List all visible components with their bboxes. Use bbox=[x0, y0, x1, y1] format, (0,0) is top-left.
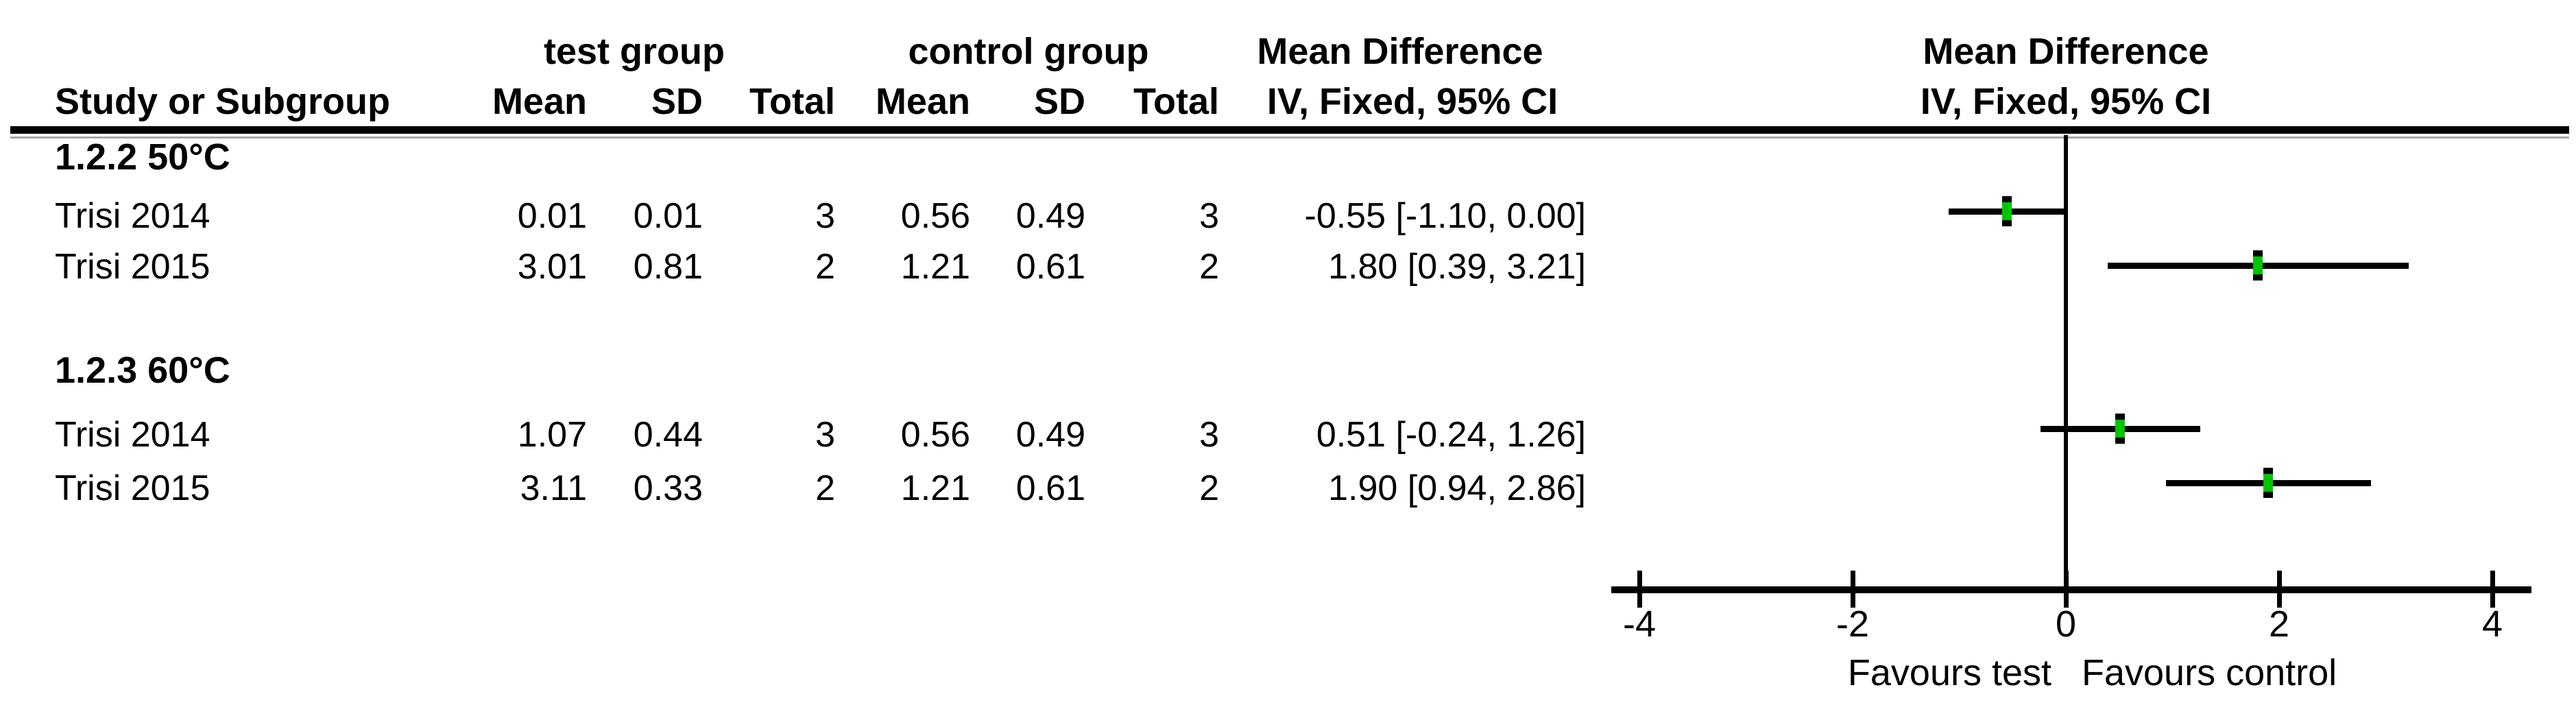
cell-c_total: 2 bbox=[1199, 247, 1219, 287]
axis-tick-label: 0 bbox=[2055, 604, 2077, 645]
x-axis-line bbox=[1611, 586, 2531, 593]
cell-t_sd: 0.01 bbox=[633, 196, 703, 236]
axis-tick bbox=[1637, 571, 1642, 608]
subgroup-heading: 1.2.2 50°C bbox=[55, 136, 230, 178]
mean-difference-marker bbox=[2115, 414, 2125, 444]
col-header-test-sd: SD bbox=[651, 81, 703, 122]
cell-t_mean: 1.07 bbox=[517, 415, 587, 455]
plot-title: Mean Difference bbox=[1923, 31, 2209, 72]
cell-t_total: 3 bbox=[815, 196, 835, 236]
cell-t_mean: 3.01 bbox=[517, 247, 587, 287]
mean-difference-marker bbox=[2263, 468, 2273, 498]
study-column-header: Study or Subgroup bbox=[55, 81, 390, 122]
col-header-test-mean: Mean bbox=[492, 81, 587, 122]
control-group-header: control group bbox=[908, 31, 1149, 72]
mean-difference-marker bbox=[2253, 250, 2263, 281]
mean-difference-marker bbox=[2002, 196, 2012, 226]
cell-c_total: 2 bbox=[1199, 468, 1219, 508]
cell-ci: -0.55 [-1.10, 0.00] bbox=[1304, 196, 1587, 236]
cell-t_sd: 0.81 bbox=[633, 247, 703, 287]
cell-c_total: 3 bbox=[1199, 415, 1219, 455]
axis-tick bbox=[2064, 571, 2069, 608]
col-header-test-total: Total bbox=[749, 81, 835, 122]
study-label: Trisi 2015 bbox=[55, 468, 210, 508]
cell-t_mean: 3.11 bbox=[520, 468, 587, 508]
cell-ci: 0.51 [-0.24, 1.26] bbox=[1316, 415, 1586, 455]
axis-tick-label: 4 bbox=[2481, 604, 2503, 645]
cell-t_mean: 0.01 bbox=[517, 196, 587, 236]
zero-reference-line bbox=[2064, 135, 2068, 587]
cell-c_mean: 1.21 bbox=[900, 468, 970, 508]
cell-t_sd: 0.44 bbox=[633, 415, 703, 455]
cell-c_sd: 0.61 bbox=[1015, 468, 1085, 508]
col-header-control-sd: SD bbox=[1033, 81, 1085, 122]
effect-column-title: Mean Difference bbox=[1257, 31, 1543, 72]
col-header-control-total: Total bbox=[1133, 81, 1219, 122]
plot-subtitle: IV, Fixed, 95% CI bbox=[1920, 81, 2212, 122]
cell-c_mean: 1.21 bbox=[900, 247, 970, 287]
axis-tick bbox=[1851, 571, 1855, 608]
study-label: Trisi 2014 bbox=[55, 415, 210, 455]
axis-tick-label: -4 bbox=[1622, 604, 1657, 645]
axis-tick-label: -2 bbox=[1835, 604, 1870, 645]
axis-tick bbox=[2277, 571, 2282, 608]
study-label: Trisi 2014 bbox=[55, 196, 210, 236]
cell-t_sd: 0.33 bbox=[633, 468, 703, 508]
axis-tick bbox=[2490, 571, 2495, 608]
cell-c_sd: 0.49 bbox=[1015, 196, 1085, 236]
cell-ci: 1.90 [0.94, 2.86] bbox=[1328, 468, 1586, 508]
subgroup-heading: 1.2.3 60°C bbox=[55, 350, 230, 391]
test-group-header: test group bbox=[544, 31, 725, 72]
header-rule-shadow bbox=[10, 136, 2569, 139]
cell-c_mean: 0.56 bbox=[900, 415, 970, 455]
cell-t_total: 2 bbox=[815, 468, 835, 508]
col-header-control-mean: Mean bbox=[875, 81, 970, 122]
cell-c_mean: 0.56 bbox=[900, 196, 970, 236]
cell-t_total: 2 bbox=[815, 247, 835, 287]
cell-c_sd: 0.49 bbox=[1015, 415, 1085, 455]
cell-c_sd: 0.61 bbox=[1015, 247, 1085, 287]
cell-ci: 1.80 [0.39, 3.21] bbox=[1328, 247, 1586, 287]
cell-t_total: 3 bbox=[815, 415, 835, 455]
cell-c_total: 3 bbox=[1199, 196, 1219, 236]
study-label: Trisi 2015 bbox=[55, 247, 210, 287]
axis-tick-label: 2 bbox=[2268, 604, 2290, 645]
favours-control-label: Favours control bbox=[2082, 652, 2337, 693]
header-rule bbox=[10, 126, 2569, 134]
favours-test-label: Favours test bbox=[1847, 652, 2051, 693]
effect-column-subtitle: IV, Fixed, 95% CI bbox=[1266, 81, 1558, 122]
